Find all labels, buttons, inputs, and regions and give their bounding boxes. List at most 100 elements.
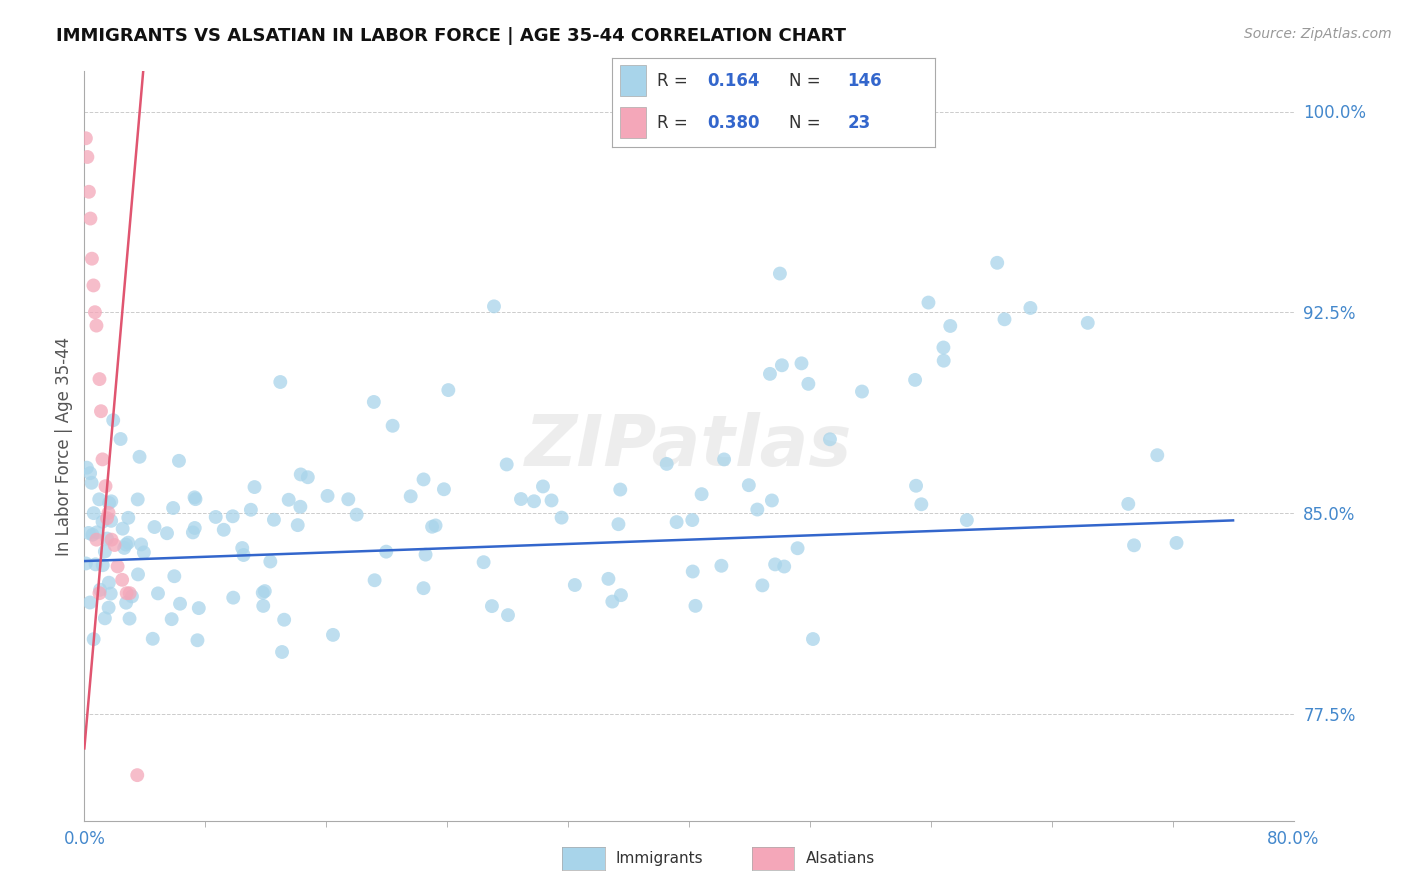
Point [1077,316,1099,330]
Point [273,613,295,627]
Point [818,432,841,446]
Text: Alsatians: Alsatians [806,851,875,866]
Point [80,252,103,266]
Point [75,131,97,145]
Point [118,612,141,626]
Point [79,595,101,609]
Point [76,460,98,475]
Point [1123,538,1146,552]
Point [290,500,312,514]
Point [169,597,191,611]
Point [761,493,783,508]
Text: Source: ZipAtlas.com: Source: ZipAtlas.com [1244,27,1392,41]
Point [83,506,105,520]
Point [86,533,108,547]
Point [738,478,761,492]
Point [181,525,204,540]
Point [1019,301,1042,315]
Point [910,497,932,511]
Point [759,367,782,381]
Point [607,517,630,532]
Point [184,521,207,535]
Point [363,395,385,409]
Text: N =: N = [790,114,827,132]
Point [184,492,207,507]
Point [1146,448,1168,462]
Point [86,318,108,333]
Point [685,599,707,613]
Point [186,633,208,648]
Point [239,502,262,516]
Point [851,384,873,399]
Point [801,632,824,646]
Text: 0.380: 0.380 [707,114,759,132]
Point [610,588,633,602]
Point [91,452,114,467]
Point [412,581,434,595]
FancyBboxPatch shape [620,65,645,96]
Point [80,475,103,490]
Text: 146: 146 [848,72,883,90]
Point [939,318,962,333]
Point [89,372,111,386]
Point [222,591,245,605]
Text: 23: 23 [848,114,870,132]
Point [681,513,703,527]
Text: 0.164: 0.164 [707,72,759,90]
Point [132,545,155,559]
Text: Immigrants: Immigrants [616,851,703,866]
Point [97,506,120,520]
Point [75,557,97,571]
Point [655,457,678,471]
Point [160,612,183,626]
Point [472,555,495,569]
Point [129,537,152,551]
Point [117,535,139,549]
Point [904,373,927,387]
Point [598,572,620,586]
Point [121,590,143,604]
Point [79,211,101,226]
Point [104,538,127,552]
Point [316,489,339,503]
Point [232,548,254,562]
Point [82,527,104,541]
Point [682,565,704,579]
Point [993,312,1015,326]
Point [797,376,820,391]
Point [111,573,134,587]
Point [297,470,319,484]
Point [100,587,122,601]
Point [252,599,274,613]
Point [609,483,631,497]
Point [932,353,955,368]
Point [412,472,434,486]
Point [115,596,138,610]
Point [713,452,735,467]
Point [89,582,111,597]
Point [100,533,122,547]
Point [97,575,120,590]
Point [128,450,150,464]
Point [183,491,205,505]
Point [690,487,713,501]
Point [277,492,299,507]
Point [747,502,769,516]
Point [84,558,107,572]
Point [665,515,688,529]
Point [76,150,98,164]
Point [117,510,139,524]
Point [77,525,100,540]
Point [187,601,209,615]
Point [115,538,138,552]
Point [495,458,517,472]
Point [540,493,562,508]
Y-axis label: In Labor Force | Age 35-44: In Labor Force | Age 35-44 [55,336,73,556]
Point [243,480,266,494]
Point [363,574,385,588]
Point [146,586,169,600]
Point [531,479,554,493]
Point [112,541,135,555]
Point [162,500,184,515]
Point [222,509,245,524]
